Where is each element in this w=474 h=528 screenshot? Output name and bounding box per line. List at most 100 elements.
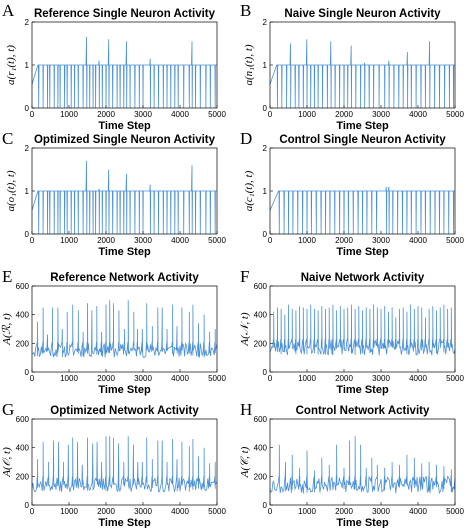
panel-e-ylabel: A(ℛ, t) [1,313,13,346]
panel-d-ytick-label: 0 [263,230,268,239]
panel-f-xtick-label: 0 [268,374,273,383]
panel-c-ytick-label: 1 [25,187,30,196]
panel-c-xtick-label: 1000 [60,236,78,245]
panel-b-letter: B [240,1,251,20]
panel-h-xtick-label: 3000 [372,507,390,516]
panel-f-ytick-label: 600 [254,282,268,291]
panel-a-letter: A [2,1,15,20]
panel-h-axes-frame [269,418,456,506]
panel-c-xtick-label: 5000 [208,236,226,245]
panel-f-axes-frame [269,285,456,373]
panel-c-ytick-label: 2 [25,144,30,153]
panel-g-xtick-label: 2000 [97,507,115,516]
panel-b-xtick-label: 0 [268,110,273,119]
panel-h-ytick-label: 600 [254,415,268,424]
panel-d-letter: D [240,129,252,148]
panel-a-xtick-label: 5000 [208,110,226,119]
panel-h-ytick-label: 400 [254,444,268,453]
panel-h-letter: H [240,400,252,419]
panel-d-xtick-label: 2000 [335,236,353,245]
panel-f-xtick-label: 4000 [409,374,427,383]
panel-g-xlabel: Time Step [98,517,151,528]
panel-e-xtick-label: 2000 [97,374,115,383]
panel-c-series-line [31,160,217,235]
panel-e-series-line [31,300,218,359]
panel-d-xtick-label: 1000 [298,236,316,245]
panel-e-letter: E [2,267,12,286]
panel-h-title: Control Network Activity [296,405,430,417]
panel-e-xtick-label: 1000 [60,374,78,383]
panel-f-xlabel: Time Step [336,384,389,396]
panel-f-xtick-label: 5000 [446,374,464,383]
panel-e-xtick-label: 0 [30,374,35,383]
panel-a-xtick-label: 2000 [97,110,115,119]
panel-c-xtick-label: 0 [30,236,35,245]
panel-g-ytick-label: 600 [16,415,30,424]
panel-b-xtick-label: 3000 [372,110,390,119]
panel-h-ytick-label: 0 [263,501,268,510]
panel-d-xtick-label: 4000 [409,236,427,245]
panel-g-letter: G [2,400,14,419]
panel-d-series-line [269,186,455,235]
panel-c-ytick-label: 0 [25,230,30,239]
panel-b-xtick-label: 2000 [335,110,353,119]
panel-c-xlabel: Time Step [98,246,151,258]
panel-e-ytick-label: 0 [25,368,30,377]
panel-g-ytick-label: 200 [16,472,30,481]
panel-f-title: Naive Network Activity [301,272,425,284]
panel-a-xlabel: Time Step [98,120,151,132]
panel-b-xtick-label: 4000 [409,110,427,119]
panel-a-xtick-label: 3000 [134,110,152,119]
panel-a-xtick-label: 4000 [171,110,189,119]
panel-f-ytick-label: 0 [263,368,268,377]
panel-b-xtick-label: 5000 [446,110,464,119]
panel-c-xtick-label: 4000 [171,236,189,245]
panel-b-xlabel: Time Step [336,120,389,132]
panel-c-ylabel: a(o₁(t), t) [5,170,17,211]
panel-g-xtick-label: 1000 [60,507,78,516]
panel-g-series-line [31,436,218,493]
panel-h-xtick-label: 4000 [409,507,427,516]
panel-f-xtick-label: 1000 [298,374,316,383]
panel-f-series-line [269,304,456,356]
panel-e-xtick-label: 4000 [171,374,189,383]
panel-b-ytick-label: 1 [263,61,268,70]
panel-h-xlabel: Time Step [336,517,389,528]
panel-e-ytick-label: 600 [16,282,30,291]
panel-g-title: Optimized Network Activity [50,405,199,417]
panel-g-ytick-label: 400 [16,444,30,453]
panel-a-ytick-label: 2 [25,18,30,27]
panel-d-xlabel: Time Step [336,246,389,258]
panel-d-xtick-label: 5000 [446,236,464,245]
panel-g-xtick-label: 5000 [208,507,226,516]
panel-d-xtick-label: 3000 [372,236,390,245]
panel-d-xtick-label: 0 [268,236,273,245]
panel-g-ytick-label: 0 [25,501,30,510]
panel-a-ytick-label: 1 [25,61,30,70]
panel-e-title: Reference Network Activity [50,272,199,284]
panel-f-ylabel: A(𝒩, t) [239,312,251,346]
panel-a-title: Reference Single Neuron Activity [34,8,216,20]
panel-h-xtick-label: 5000 [446,507,464,516]
panel-c-letter: C [2,129,13,148]
panel-h-xtick-label: 2000 [335,507,353,516]
panel-g-xtick-label: 4000 [171,507,189,516]
panel-d-ytick-label: 2 [263,144,268,153]
panel-d-title: Control Single Neuron Activity [279,134,446,146]
panel-b-xtick-label: 1000 [298,110,316,119]
panel-e-xtick-label: 5000 [208,374,226,383]
panel-a-series-line [31,36,217,109]
panel-h-xtick-label: 0 [268,507,273,516]
panel-h-series-line [269,436,456,495]
panel-b-ytick-label: 2 [263,18,268,27]
panel-e-xtick-label: 3000 [134,374,152,383]
panel-g-xtick-label: 0 [30,507,35,516]
panel-e-axes-frame [31,285,218,373]
panel-e-xlabel: Time Step [98,384,151,396]
panel-f-ytick-label: 200 [254,339,268,348]
panel-f-xtick-label: 2000 [335,374,353,383]
panel-b-title: Naive Single Neuron Activity [284,8,441,20]
panel-c-title: Optimized Single Neuron Activity [34,134,216,146]
panel-b-ylabel: a(n₁(t), t) [243,44,255,85]
